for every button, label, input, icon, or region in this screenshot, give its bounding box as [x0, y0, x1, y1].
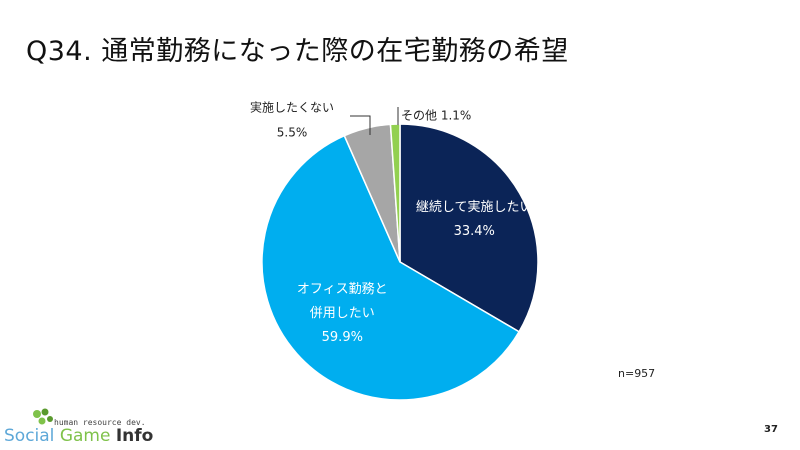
logo-tagline: human resource dev. [54, 418, 146, 427]
sample-size-note: n=957 [618, 367, 656, 380]
slice-value-label: 33.4% [454, 224, 495, 239]
logo-mark-icon [33, 408, 53, 425]
leader-line [350, 115, 371, 135]
slice-value-label: 59.9% [322, 330, 363, 345]
pie-slice-1 [261, 134, 521, 401]
slice-value-label: 5.5% [277, 126, 308, 140]
pie-slices [261, 123, 539, 401]
pie-slice-3 [389, 123, 401, 263]
leader-lines [350, 107, 399, 135]
logo-wordmark: Social Game Info [4, 426, 153, 446]
logo-word-social: Social [4, 426, 55, 446]
slice-label: 継続して実施したい [416, 199, 533, 215]
logo-word-info: Info [115, 426, 154, 446]
page-number: 37 [764, 424, 778, 435]
slice-label: 併用したい [310, 306, 375, 321]
page-title: Q34. 通常勤務になった際の在宅勤務の希望 [26, 36, 569, 67]
slice-label: その他 1.1% [401, 109, 471, 123]
pie-slice-0 [399, 123, 539, 333]
slice-label: 実施したくない [250, 100, 334, 115]
logo-word-game: Game [59, 426, 111, 446]
slice-label: オフィス勤務と [297, 282, 388, 297]
social-game-info-logo: human resource dev. Social Game Info [2, 408, 202, 448]
